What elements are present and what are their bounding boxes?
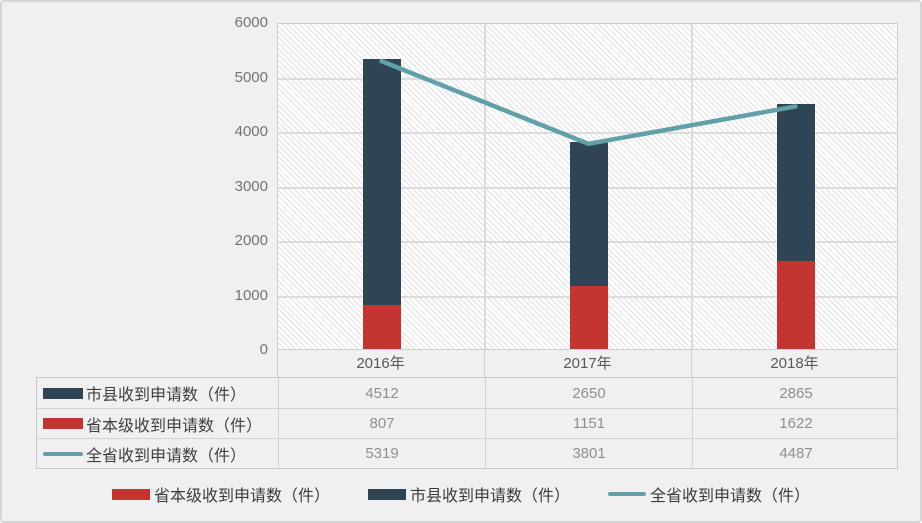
category-band-separator [484,350,485,377]
x-axis-category-label: 2017年 [563,355,612,372]
horizontal-gridline [278,77,897,80]
table-value-cell: 5319 [278,438,485,468]
legend-label: 全省收到申请数（件） [650,488,811,505]
table-row-label: 市县收到申请数（件） [37,378,278,408]
series-name-label: 省本级收到申请数（件） [86,417,263,435]
trend-line [379,58,798,147]
bar-segment-city-county [362,59,401,306]
table-value-cell: 1151 [485,408,692,438]
table-value-cell: 807 [278,408,485,438]
x-axis-category-label: 2016年 [356,355,405,372]
vertical-gridline [484,24,486,349]
legend-item[interactable]: 市县收到申请数（件） [367,482,570,506]
province-level-series-swatch-icon [111,488,150,500]
y-axis-tick-label: 5000 [234,68,268,86]
legend: 省本级收到申请数（件） 市县收到申请数（件） 全省收到申请数（件） [2,477,920,511]
vertical-gridline [691,24,693,349]
province-level-series-swatch-icon [43,418,83,429]
series-name-label: 全省收到申请数（件） [86,447,247,465]
bar-segment-city-county [569,141,608,287]
category-band-separator [897,350,898,377]
bar-segment-province-level [362,305,401,349]
y-axis-tick-label: 4000 [234,123,268,140]
data-table: 市县收到申请数（件） 4512 2650 2865 省本级收到申请数（件） 807 1151… [36,377,899,469]
y-axis-tick-label: 3000 [234,177,268,195]
legend-label: 市县收到申请数（件） [409,488,570,505]
plot-area [277,23,898,350]
bar-segment-province-level [776,260,815,349]
table-value-cell: 2865 [692,378,899,408]
y-axis-tick-label: 0 [259,341,268,358]
table-value-cell: 4512 [278,378,485,408]
table-value-cell: 4487 [692,438,899,468]
city-county-series-swatch-icon [367,488,406,500]
table-value-cell: 2650 [485,378,692,408]
legend-item[interactable]: 省本级收到申请数（件） [111,482,330,506]
table-value-cell: 3801 [485,438,692,468]
legend-label: 省本级收到申请数（件） [153,488,330,505]
y-axis-tick-label: 1000 [234,286,268,304]
bar-segment-city-county [776,104,815,261]
legend-item[interactable]: 全省收到申请数（件） [608,482,810,506]
table-row-label: 全省收到申请数（件） [37,438,278,468]
table-value-cell: 1622 [692,408,899,438]
whole-province-line-swatch-icon [608,492,646,496]
y-axis-tick-label: 2000 [234,232,268,249]
category-band-separator [277,350,278,377]
bar-segment-province-level [569,286,608,349]
horizontal-gridline [278,132,897,134]
table-row-label: 省本级收到申请数（件） [37,408,278,438]
series-name-label: 市县收到申请数（件） [86,387,247,404]
category-band-separator [691,350,692,377]
city-county-series-swatch-icon [43,387,83,399]
whole-province-line-swatch-icon [43,451,83,456]
y-axis-tick-label: 6000 [234,14,268,31]
x-axis-category-label: 2018年 [770,355,819,372]
